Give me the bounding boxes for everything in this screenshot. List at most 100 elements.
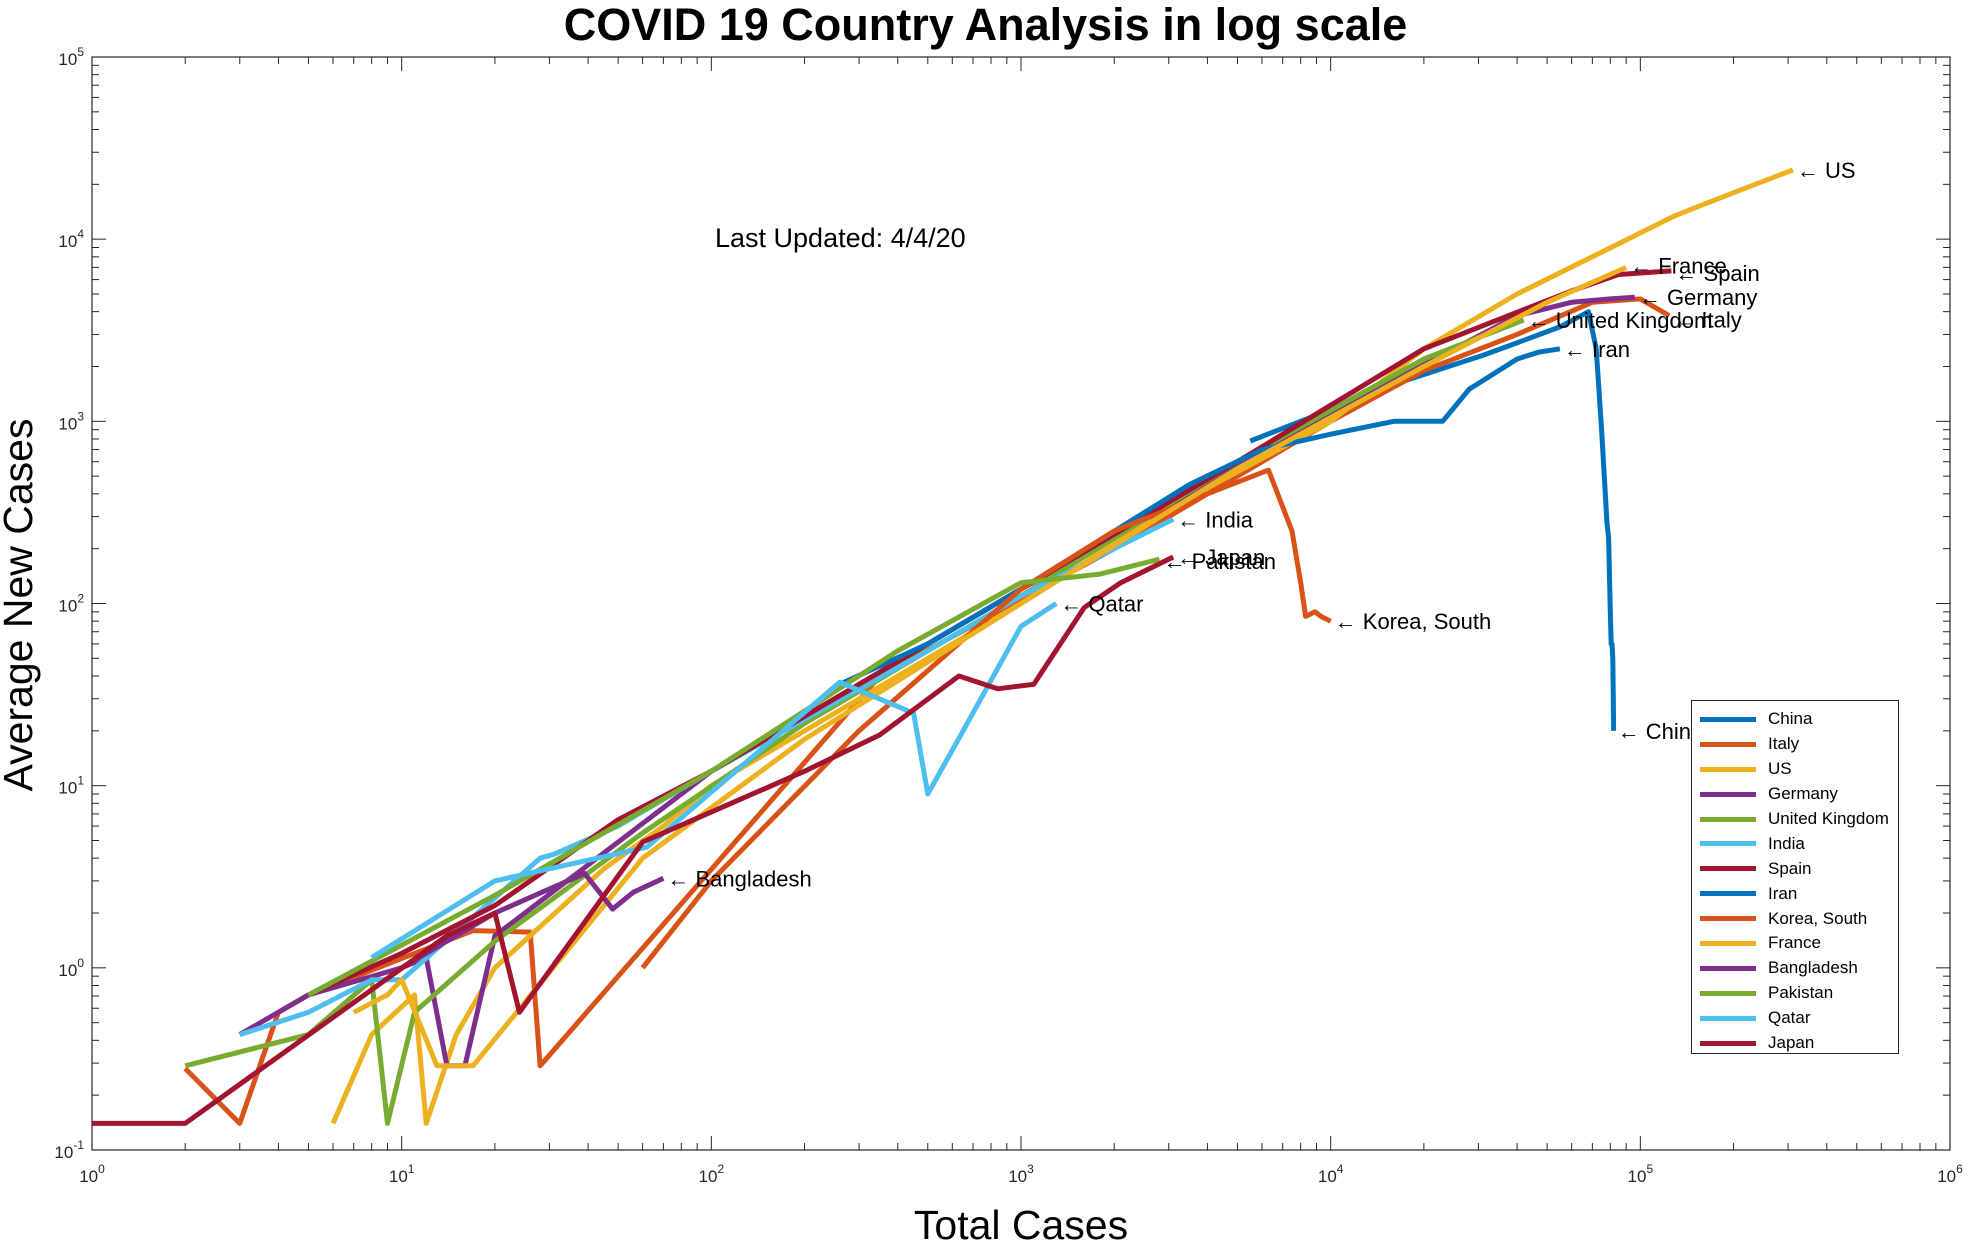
y-tick-label: 100 (58, 956, 84, 980)
y-tick-label: 101 (58, 774, 84, 798)
y-tick-label: 104 (58, 227, 84, 251)
legend-swatch (1700, 841, 1756, 847)
legend-label: China (1768, 709, 1813, 729)
x-tick-label-exponent: 3 (1027, 1162, 1034, 1176)
y-tick-label-exponent: 2 (77, 592, 84, 606)
x-tick-label: 101 (389, 1162, 415, 1186)
series-end-label: ← Italy (1673, 308, 1741, 333)
y-tick-label: 10-1 (54, 1138, 84, 1162)
x-tick-label: 105 (1628, 1162, 1654, 1186)
legend-swatch (1700, 940, 1756, 946)
legend-item: United Kingdom (1692, 807, 1898, 832)
legend-label: Bangladesh (1768, 958, 1858, 978)
legend-item: Korea, South (1692, 906, 1898, 931)
y-tick-label-exponent: 0 (77, 956, 84, 970)
y-tick-label-exponent: 3 (77, 409, 84, 423)
series-line-11 (307, 556, 1161, 998)
series-end-label: ← Bangladesh (667, 866, 811, 891)
series-end-label: ← Qatar (1060, 592, 1143, 617)
series-end-label: ← Japan (1177, 545, 1265, 570)
x-tick-label: 103 (1008, 1162, 1034, 1186)
legend-item: China (1692, 707, 1898, 732)
series-end-label: ← India (1177, 507, 1254, 532)
x-tick-label-base: 10 (1628, 1167, 1647, 1186)
legend-item: US (1692, 757, 1898, 782)
series-line-9 (352, 265, 1628, 1069)
legend-swatch (1700, 1040, 1756, 1046)
legend-item: Qatar (1692, 1006, 1898, 1031)
series-end-label: ← France (1630, 253, 1727, 278)
x-tick-label-exponent: 0 (98, 1162, 105, 1176)
y-tick-label-exponent: 5 (77, 45, 84, 59)
legend-label: Korea, South (1768, 908, 1868, 928)
legend-swatch (1700, 965, 1756, 971)
series-line-4 (184, 317, 1525, 1126)
legend-swatch (1700, 816, 1756, 822)
x-tick-label-base: 10 (79, 1167, 98, 1186)
legend-swatch (1700, 916, 1756, 922)
legend-label: US (1768, 759, 1792, 779)
series-line-8 (640, 467, 1332, 970)
x-tick-label-base: 10 (1008, 1167, 1027, 1186)
legend-label: Italy (1768, 734, 1800, 754)
legend-label: Germany (1768, 784, 1838, 804)
legend: China Italy US Germany United Kingdom India Sp… (1691, 700, 1899, 1054)
series-line-13 (92, 554, 1175, 1126)
y-tick-label-exponent: 1 (77, 774, 84, 788)
legend-swatch (1700, 791, 1756, 797)
series-end-label: ← Iran (1564, 337, 1630, 362)
series-end-label: ← China (1618, 719, 1704, 744)
y-tick-label-base: 10 (58, 414, 77, 433)
legend-label: India (1768, 833, 1805, 853)
legend-item: Pakistan (1692, 981, 1898, 1006)
x-tick-label-base: 10 (1318, 1167, 1337, 1186)
x-tick-label-base: 10 (699, 1167, 718, 1186)
legend-item: France (1692, 931, 1898, 956)
y-tick-label-base: 10 (58, 779, 77, 798)
series-end-label: ← US (1797, 158, 1856, 183)
x-tick-label: 102 (699, 1162, 725, 1186)
legend-item: Italy (1692, 732, 1898, 757)
legend-label: Qatar (1768, 1008, 1811, 1028)
legend-label: France (1768, 933, 1821, 953)
x-tick-label-exponent: 5 (1646, 1162, 1653, 1176)
legend-swatch (1700, 1015, 1756, 1021)
legend-item: Bangladesh (1692, 956, 1898, 981)
series-line-2 (330, 167, 1794, 1126)
last-updated-annotation: Last Updated: 4/4/20 (715, 223, 966, 253)
legend-swatch (1700, 891, 1756, 897)
x-tick-label-base: 10 (1937, 1167, 1956, 1186)
series-end-label: ← Pakistan (1163, 549, 1276, 574)
x-tick-label: 106 (1937, 1162, 1963, 1186)
legend-item: Spain (1692, 856, 1898, 881)
legend-swatch (1700, 716, 1756, 722)
y-tick-label-base: 10 (58, 232, 77, 251)
legend-label: Iran (1768, 883, 1798, 903)
x-tick-label-exponent: 4 (1337, 1162, 1344, 1176)
y-tick-label: 103 (58, 409, 84, 433)
series-end-label: ← United Kingdom (1528, 308, 1713, 333)
y-tick-label-exponent: 4 (77, 227, 84, 241)
legend-swatch (1700, 866, 1756, 872)
series-line-12 (370, 601, 1058, 960)
series-end-label: ← Korea, South (1335, 609, 1492, 634)
legend-item: Iran (1692, 881, 1898, 906)
legend-label: Pakistan (1768, 983, 1834, 1003)
series-line-3 (238, 294, 1635, 1069)
y-tick-label: 105 (58, 45, 84, 69)
y-tick-label: 102 (58, 592, 84, 616)
y-tick-label-exponent: -1 (73, 1138, 84, 1152)
legend-label: Spain (1768, 858, 1812, 878)
x-tick-label-exponent: 6 (1956, 1162, 1963, 1176)
x-tick-label-exponent: 2 (717, 1162, 724, 1176)
y-tick-label-base: 10 (54, 1143, 73, 1162)
x-tick-label-base: 10 (389, 1167, 408, 1186)
y-tick-label-base: 10 (58, 50, 77, 69)
x-tick-label-exponent: 1 (408, 1162, 415, 1176)
legend-item: Japan (1692, 1031, 1898, 1056)
x-tick-label: 104 (1318, 1162, 1344, 1186)
legend-swatch (1700, 990, 1756, 996)
legend-label: United Kingdom (1768, 809, 1889, 828)
